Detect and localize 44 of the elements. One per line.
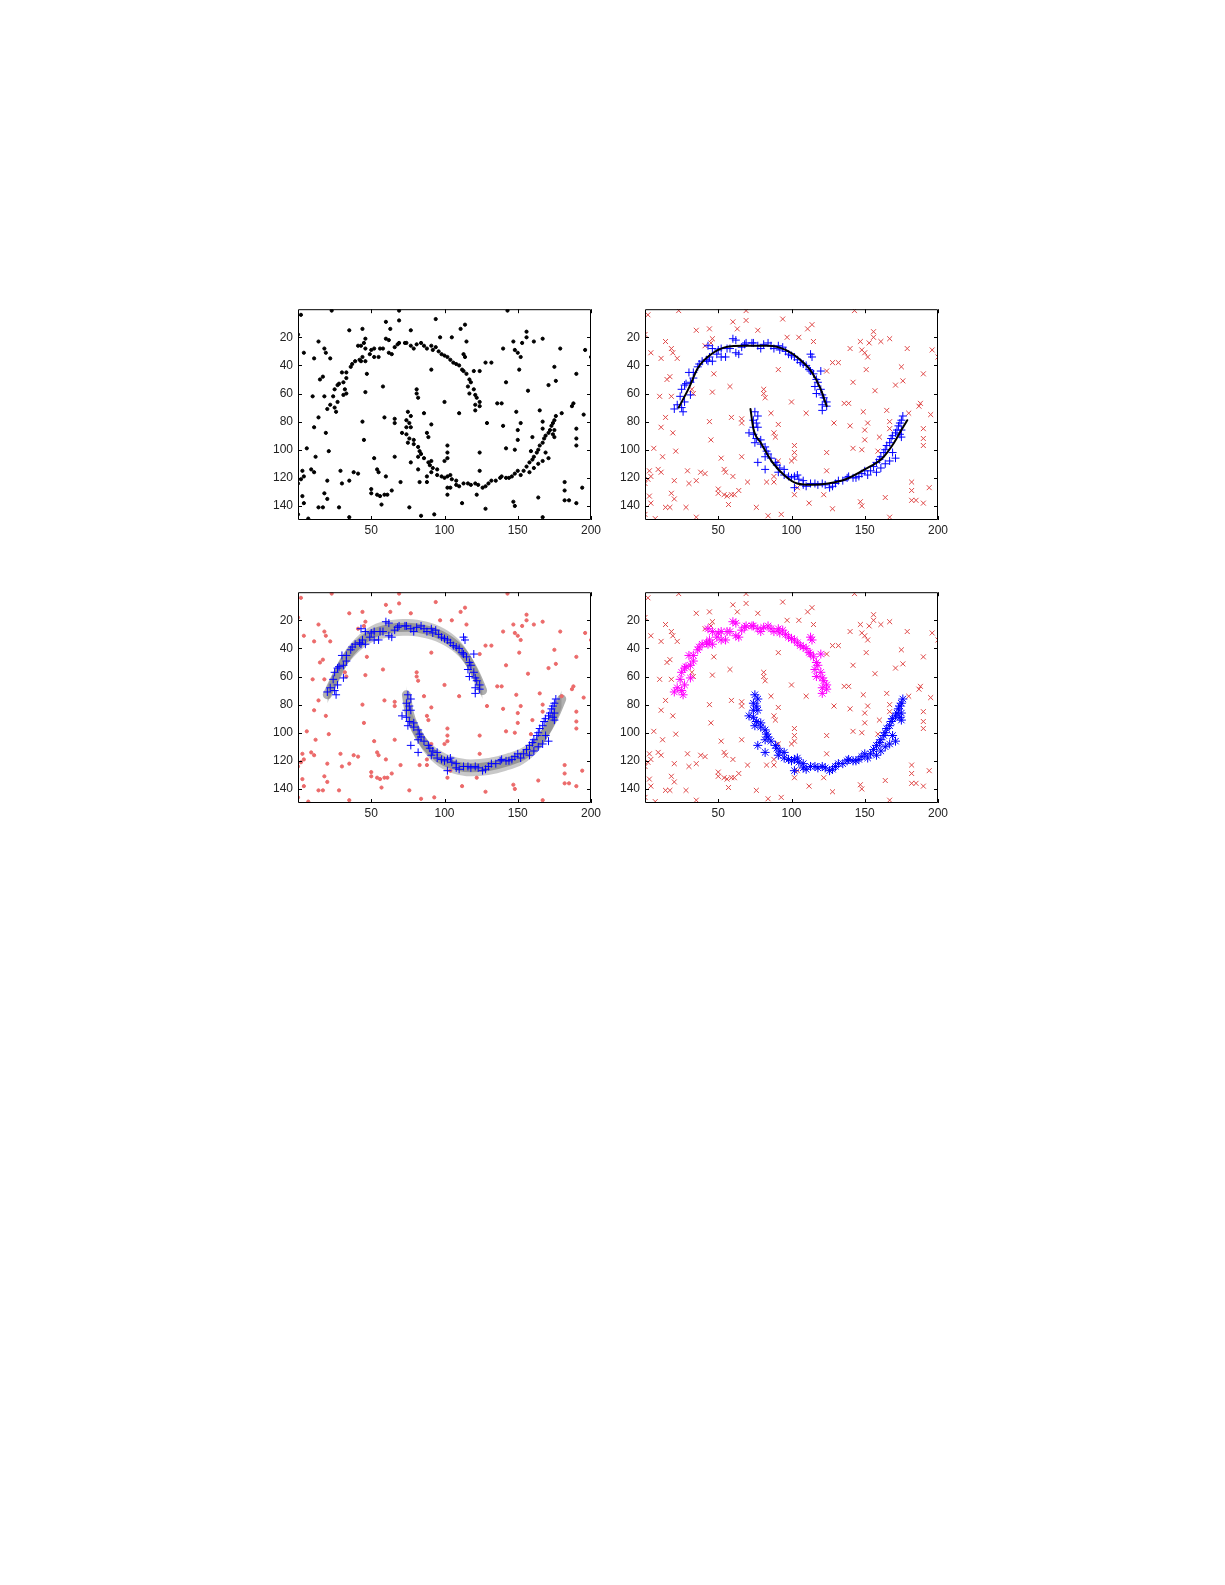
x-tick-label: 150 — [507, 522, 529, 537]
y-tick-label: 20 — [626, 612, 641, 627]
y-tick-label: 120 — [272, 470, 294, 485]
x-tick-label: 100 — [434, 522, 455, 537]
x-tick-label: 150 — [507, 805, 529, 820]
x-tick-label: 100 — [781, 805, 802, 820]
y-tick-label: 80 — [626, 696, 641, 711]
y-tick-label: 20 — [626, 329, 641, 344]
y-tick-label: 100 — [619, 725, 641, 740]
y-tick-label: 100 — [272, 725, 294, 740]
x-tick-label: 100 — [781, 522, 802, 537]
x-tick-label: 50 — [364, 805, 379, 820]
y-tick-label: 80 — [279, 696, 294, 711]
x-tick-label: 200 — [927, 522, 949, 537]
y-tick-label: 60 — [626, 385, 641, 400]
y-tick-label: 120 — [272, 753, 294, 768]
x-tick-label: 200 — [927, 805, 949, 820]
y-tick-label: 60 — [279, 385, 294, 400]
y-tick-label: 140 — [272, 781, 294, 796]
y-tick-label: 20 — [279, 612, 294, 627]
y-tick-label: 140 — [272, 498, 294, 513]
x-tick-label: 50 — [364, 522, 379, 537]
x-tick-label: 150 — [854, 805, 876, 820]
y-tick-label: 100 — [619, 442, 641, 457]
y-tick-label: 120 — [619, 470, 641, 485]
y-tick-label: 140 — [619, 498, 641, 513]
y-tick-label: 40 — [279, 357, 294, 372]
x-tick-label: 200 — [580, 805, 602, 820]
x-tick-label: 150 — [854, 522, 876, 537]
y-tick-label: 60 — [279, 668, 294, 683]
x-tick-label: 100 — [434, 805, 455, 820]
x-tick-label: 200 — [580, 522, 602, 537]
y-tick-label: 80 — [279, 413, 294, 428]
y-tick-label: 40 — [279, 640, 294, 655]
x-tick-label: 50 — [711, 522, 726, 537]
y-tick-label: 100 — [272, 442, 294, 457]
y-tick-label: 60 — [626, 668, 641, 683]
y-tick-label: 40 — [626, 640, 641, 655]
y-tick-label: 40 — [626, 357, 641, 372]
y-tick-label: 20 — [279, 329, 294, 344]
y-tick-label: 140 — [619, 781, 641, 796]
y-tick-label: 120 — [619, 753, 641, 768]
y-tick-label: 80 — [626, 413, 641, 428]
x-tick-label: 50 — [711, 805, 726, 820]
